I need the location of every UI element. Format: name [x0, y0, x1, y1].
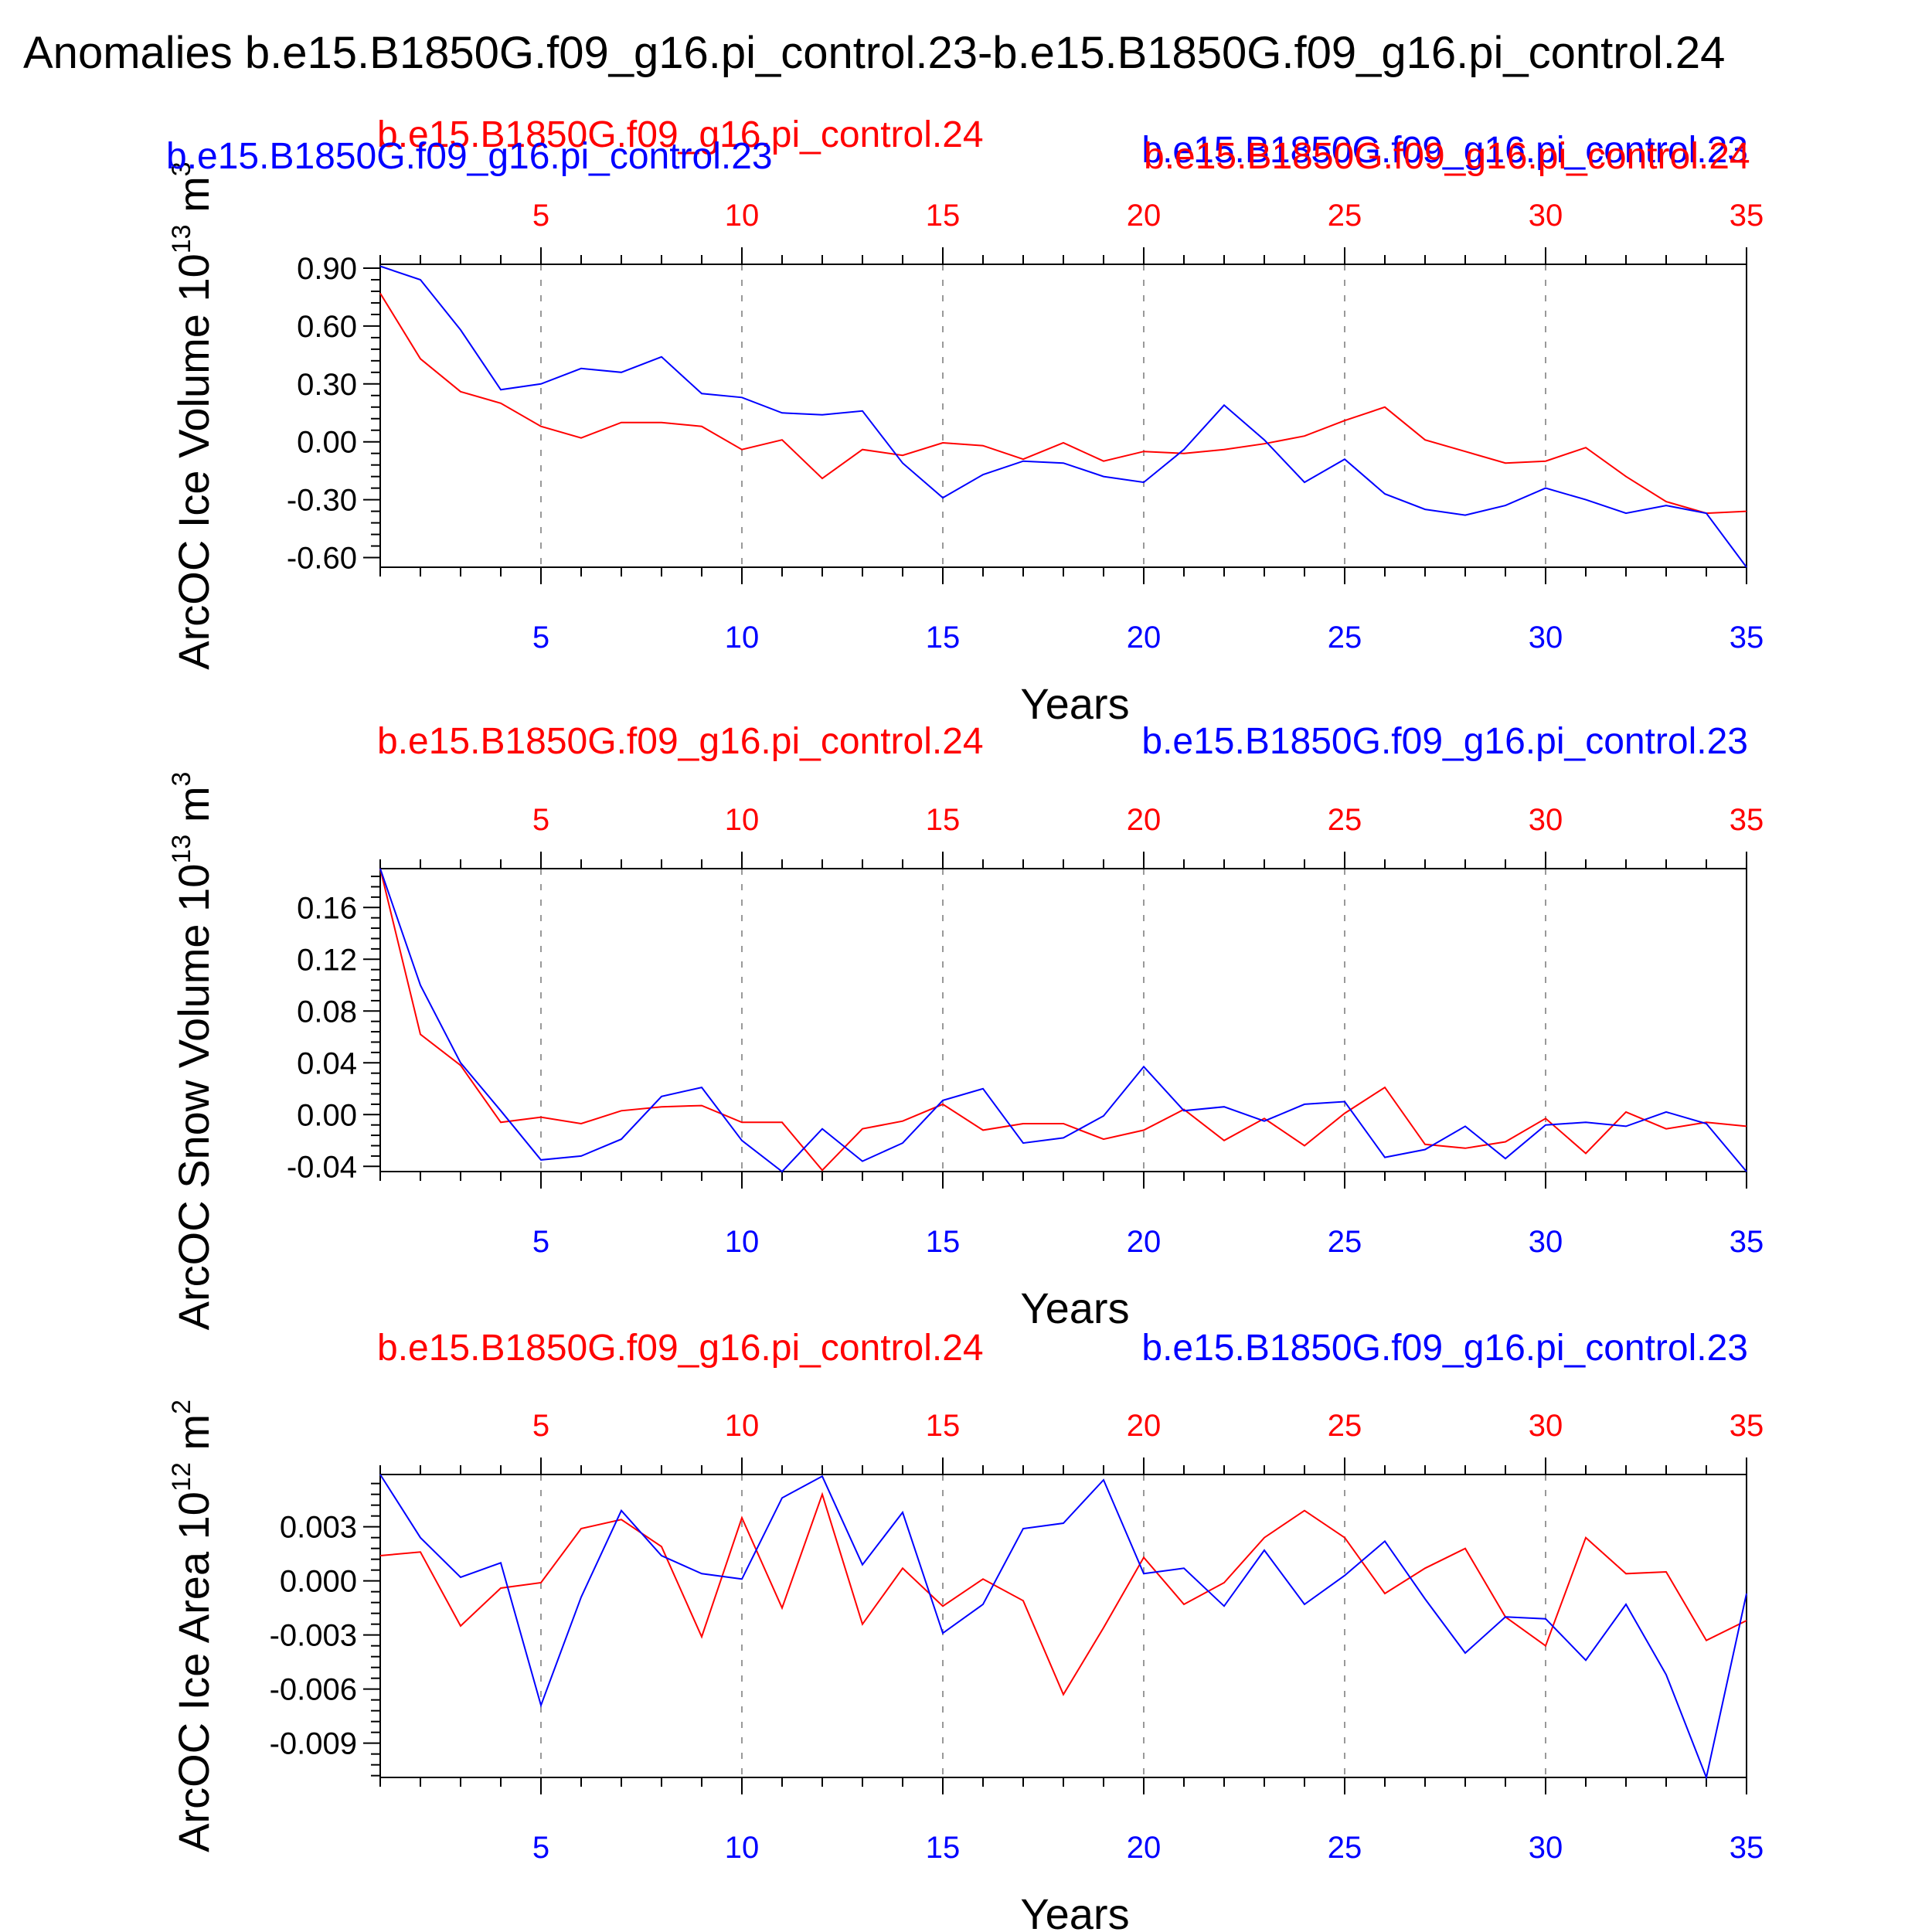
- x-tick-label-top: 5: [532, 1409, 549, 1443]
- y-axis-label: ArcOC Ice Volume 1013 m3: [167, 162, 218, 669]
- x-tick-label-top: 25: [1328, 199, 1362, 233]
- y-tick-label: 0.04: [297, 1046, 357, 1080]
- panels: -0.60 -0.30 0.00 0.30 0.60 0.90 5 5 10 10 15 15 20 20…: [166, 114, 1764, 1932]
- x-tick-label-top: 30: [1529, 803, 1563, 837]
- x-tick-label-top: 15: [926, 1409, 961, 1443]
- x-tick-label-top: 35: [1730, 199, 1764, 233]
- x-tick-label-top: 25: [1328, 803, 1362, 837]
- y-tick-label: -0.003: [270, 1619, 357, 1653]
- y-tick-label: 0.16: [297, 891, 357, 925]
- x-axis-label: Years: [1020, 1889, 1129, 1932]
- plot-frame: [379, 264, 1747, 568]
- run-label-blue-extra: b.e15.B1850G.f09_g16.pi_control.23: [166, 136, 773, 177]
- series-line-run24: [379, 292, 1747, 515]
- x-tick-label-bottom: 15: [926, 621, 961, 655]
- run-label-red: b.e15.B1850G.f09_g16.pi_control.24: [377, 721, 984, 762]
- run-label-red-extra: b.e15.B1850G.f09_g16.pi_control.24: [1144, 136, 1750, 177]
- x-axis-label: Years: [1020, 1284, 1129, 1332]
- y-tick-label: 0.30: [297, 368, 357, 402]
- panel-1: -0.60 -0.30 0.00 0.30 0.60 0.90 5 5 10 10 15 15 20 20…: [166, 114, 1764, 728]
- series-line-run24: [379, 868, 1747, 1172]
- y-tick-label: -0.60: [287, 542, 357, 576]
- series-line-run23: [379, 265, 1747, 568]
- run-label-blue: b.e15.B1850G.f09_g16.pi_control.23: [1141, 1328, 1748, 1369]
- run-label-red: b.e15.B1850G.f09_g16.pi_control.24: [377, 1328, 984, 1369]
- x-tick-label-bottom: 5: [532, 1225, 549, 1259]
- x-tick-label-top: 20: [1127, 199, 1162, 233]
- main-title: Anomalies b.e15.B1850G.f09_g16.pi_contro…: [23, 28, 1725, 78]
- x-tick-label-bottom: 35: [1730, 1831, 1764, 1865]
- series-line-run24: [379, 1492, 1747, 1696]
- run-label-blue: b.e15.B1850G.f09_g16.pi_control.23: [1141, 130, 1748, 171]
- x-tick-label-top: 15: [926, 803, 961, 837]
- x-tick-label-bottom: 15: [926, 1225, 961, 1259]
- y-tick-label: 0.00: [297, 426, 357, 460]
- plot-frame: [379, 1474, 1747, 1778]
- x-tick-label-top: 10: [725, 803, 760, 837]
- x-tick-label-bottom: 20: [1127, 1831, 1162, 1865]
- x-tick-label-bottom: 5: [532, 621, 549, 655]
- x-tick-label-bottom: 25: [1328, 1225, 1362, 1259]
- x-axis-label: Years: [1020, 679, 1129, 728]
- x-tick-label-bottom: 15: [926, 1831, 961, 1865]
- panel-3: -0.009 -0.006 -0.003 0.000 0.003 5 5 10 10 15 15 20…: [167, 1328, 1764, 1932]
- run-label-blue: b.e15.B1850G.f09_g16.pi_control.23: [1141, 721, 1748, 762]
- x-tick-label-bottom: 25: [1328, 621, 1362, 655]
- x-tick-label-bottom: 20: [1127, 1225, 1162, 1259]
- x-tick-label-bottom: 25: [1328, 1831, 1362, 1865]
- x-tick-label-bottom: 5: [532, 1831, 549, 1865]
- panel-2: -0.04 0.00 0.04 0.08 0.12 0.16 5 5 10 10 15 15 20 20 2…: [167, 721, 1764, 1332]
- run-label-red: b.e15.B1850G.f09_g16.pi_control.24: [377, 114, 984, 155]
- x-tick-label-bottom: 10: [725, 1225, 760, 1259]
- y-tick-label: 0.000: [280, 1565, 357, 1599]
- x-tick-label-top: 10: [725, 1409, 760, 1443]
- y-tick-label: 0.90: [297, 252, 357, 286]
- y-tick-label: 0.003: [280, 1511, 357, 1545]
- x-tick-label-bottom: 10: [725, 1831, 760, 1865]
- x-tick-label-top: 35: [1730, 1409, 1764, 1443]
- x-tick-label-bottom: 20: [1127, 621, 1162, 655]
- x-tick-label-bottom: 10: [725, 621, 760, 655]
- x-tick-label-top: 10: [725, 199, 760, 233]
- x-tick-label-top: 5: [532, 199, 549, 233]
- x-tick-label-bottom: 35: [1730, 621, 1764, 655]
- x-tick-label-top: 5: [532, 803, 549, 837]
- y-tick-label: -0.009: [270, 1727, 357, 1761]
- y-tick-label: -0.04: [287, 1150, 357, 1184]
- x-tick-label-top: 30: [1529, 199, 1563, 233]
- series-line-run23: [379, 1474, 1747, 1781]
- y-axis-label: ArcOC Snow Volume 1013 m3: [167, 772, 218, 1331]
- x-tick-label-bottom: 30: [1529, 621, 1563, 655]
- plot-frame: [379, 868, 1747, 1172]
- y-tick-label: 0.08: [297, 995, 357, 1029]
- x-tick-label-top: 25: [1328, 1409, 1362, 1443]
- x-tick-label-top: 20: [1127, 1409, 1162, 1443]
- x-tick-label-top: 15: [926, 199, 961, 233]
- x-tick-label-top: 35: [1730, 803, 1764, 837]
- x-tick-label-top: 20: [1127, 803, 1162, 837]
- y-tick-label: 0.60: [297, 310, 357, 344]
- y-axis-label: ArcOC Ice Area 1012 m2: [167, 1400, 218, 1852]
- y-tick-label: 0.12: [297, 943, 357, 977]
- x-tick-label-bottom: 35: [1730, 1225, 1764, 1259]
- x-tick-label-bottom: 30: [1529, 1831, 1563, 1865]
- series-line-run23: [379, 868, 1747, 1173]
- y-tick-label: -0.006: [270, 1673, 357, 1707]
- y-tick-label: -0.30: [287, 484, 357, 518]
- x-tick-label-top: 30: [1529, 1409, 1563, 1443]
- y-tick-label: 0.00: [297, 1098, 357, 1132]
- x-tick-label-bottom: 30: [1529, 1225, 1563, 1259]
